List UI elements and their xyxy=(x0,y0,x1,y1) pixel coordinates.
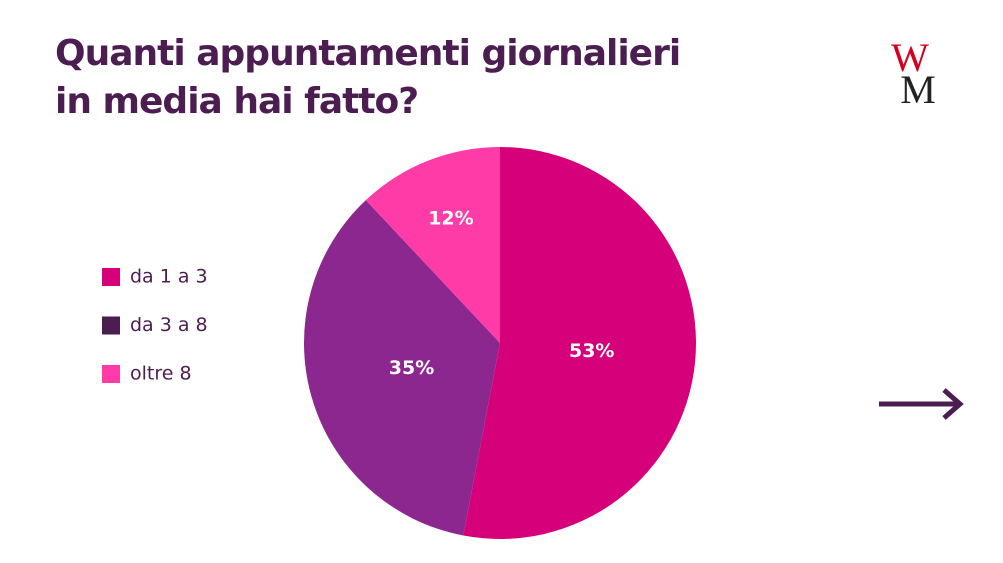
data-label: 35% xyxy=(389,357,434,379)
legend-swatch xyxy=(102,316,120,335)
pie-slice xyxy=(365,147,500,343)
chart-title: Quanti appuntamenti giornalieri in media… xyxy=(55,33,681,122)
pie-slice xyxy=(463,147,696,539)
legend-label: oltre 8 xyxy=(130,363,192,385)
logo-bottom: M xyxy=(900,67,936,112)
data-label: 53% xyxy=(569,340,614,362)
pie-slice xyxy=(303,200,500,536)
legend-label: da 1 a 3 xyxy=(130,266,208,288)
data-label: 12% xyxy=(428,208,473,230)
legend-label: da 3 a 8 xyxy=(130,314,208,336)
logo-top: W xyxy=(891,35,929,80)
legend-swatch xyxy=(102,268,120,286)
legend-swatch xyxy=(102,365,120,383)
arrow xyxy=(879,388,964,420)
